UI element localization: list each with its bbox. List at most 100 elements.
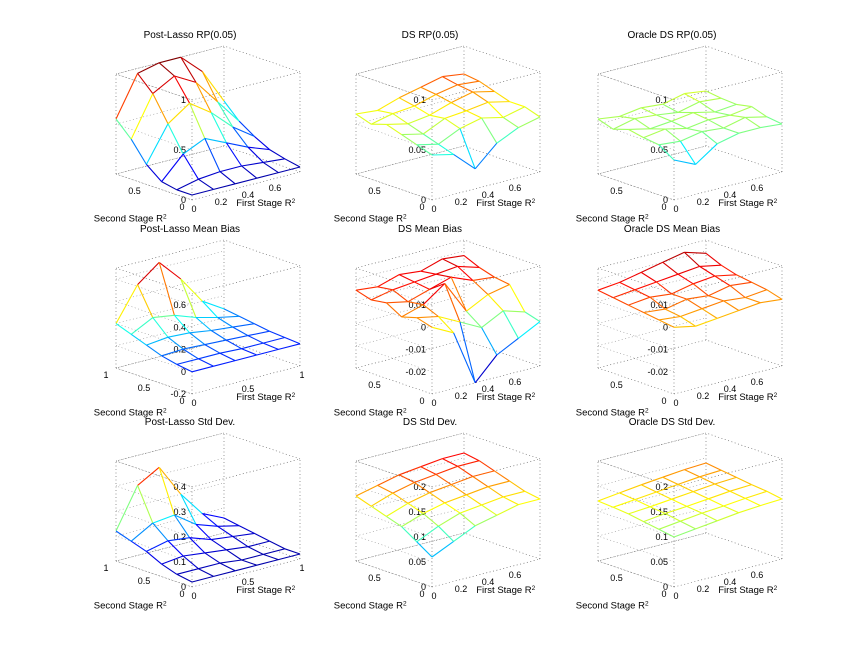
mesh-segment [211,331,226,341]
mesh-segment [248,547,263,555]
mesh-segment [684,252,699,266]
mesh-segment [724,117,746,128]
mesh-segment [356,114,371,124]
mesh-segment [436,266,458,274]
mesh-segment [678,484,693,491]
mesh-segment [198,179,213,189]
mesh-segment [715,484,730,491]
y-tick-label: 0 [419,589,424,599]
grid [116,251,224,394]
mesh-segment [423,503,445,514]
mesh-segment [613,119,635,130]
z-tick-label: 0.05 [650,557,668,567]
z-tick-label: 0.4 [173,322,186,332]
mesh-segment [644,138,659,145]
mesh-segment [242,560,257,565]
surface-plot-6: Oracle DS Mean Bias-0.02-0.0100.0100.20.… [576,224,782,419]
mesh-segment [146,337,168,345]
mesh-segment [702,128,724,132]
mesh-segment [408,493,430,504]
mesh-segment [693,112,715,113]
mesh-segment [760,299,782,302]
y-axis-label: Second Stage R2 [576,600,649,612]
mesh-segment [257,173,279,179]
mesh-segment [138,485,153,523]
mesh-segment [644,522,659,530]
mesh-segment [473,477,488,487]
y-tick-label: 0 [419,396,424,406]
mesh-segment [224,101,239,121]
mesh-segment [430,493,445,503]
mesh-segment [650,499,672,507]
mesh-segment [659,141,681,145]
mesh-segment [693,484,715,492]
mesh-segment [192,366,214,372]
mesh-segment [628,514,643,522]
z-tick-label: 0.6 [173,300,186,310]
mesh-segment [138,467,160,485]
x-tick-label: 0 [431,204,436,214]
grid-line [116,458,224,486]
mesh-segment [235,355,257,361]
mesh-segment [183,553,205,556]
y-axis-label: Second Stage R2 [576,213,649,225]
mesh-segment [708,499,723,506]
mesh-segment [214,571,236,577]
mesh-segment [442,77,457,85]
mesh-segment [488,481,510,487]
z-tick-label: 0.05 [650,145,668,155]
mesh-segment [665,309,680,316]
mesh-segment [628,297,650,305]
mesh-segment [613,290,635,298]
mesh-segment [181,279,196,318]
box-edge [224,433,300,459]
mesh-segment [488,295,503,311]
x-tick-label: 0.2 [697,584,710,594]
mesh-segment [417,317,439,318]
mesh-segment [138,285,153,318]
mesh-segment [730,282,752,285]
mesh-segment [674,326,696,327]
mesh-segment [285,338,300,344]
mesh-segment [399,271,421,274]
mesh-segment [417,144,439,145]
mesh-segment [131,523,153,541]
box-edge [464,240,540,266]
surface-mesh [356,74,540,169]
mesh-segment [393,290,408,302]
mesh-segment [628,507,650,514]
x-tick-label: 0.2 [455,391,468,401]
mesh-segment [458,466,473,476]
x-tick-label: 0.6 [509,183,522,193]
mesh-segment [680,513,702,521]
y-tick-label: 0 [179,202,184,212]
mesh-segment [116,485,138,531]
mesh-segment [466,102,488,111]
mesh-segment [739,128,761,134]
mesh-segment [371,114,393,125]
mesh-segment [680,317,695,327]
x-tick-label: 0.6 [751,570,764,580]
mesh-segment [402,135,417,145]
x-tick-label: 0.2 [697,197,710,207]
mesh-segment [278,554,300,560]
mesh-segment [214,361,236,367]
grid-line [116,273,224,301]
surface-plot-5: DS Mean Bias-0.02-0.0100.0100.20.40.600.… [334,224,540,419]
mesh-segment [270,331,285,337]
mesh-segment [473,91,495,92]
mesh-segment [263,549,285,555]
mesh-segment [620,116,635,118]
mesh-segment [503,311,525,312]
y-tick-label: 0.5 [610,186,623,196]
box-edge [192,266,300,294]
plot-title: DS Std Dev. [403,417,457,428]
box-edge [192,72,300,100]
x-tick-label: 0.2 [455,584,468,594]
box-edge [706,46,782,72]
mesh-segment [635,282,657,290]
mesh-segment [721,265,736,275]
mesh-segment [239,526,254,534]
mesh-segment [598,493,620,501]
